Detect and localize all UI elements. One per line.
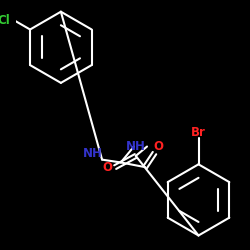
Text: Cl: Cl: [0, 14, 10, 28]
Text: NH: NH: [126, 140, 146, 153]
Text: O: O: [103, 161, 113, 174]
Text: Br: Br: [191, 126, 206, 138]
Text: O: O: [153, 140, 163, 153]
Text: NH: NH: [83, 146, 103, 160]
